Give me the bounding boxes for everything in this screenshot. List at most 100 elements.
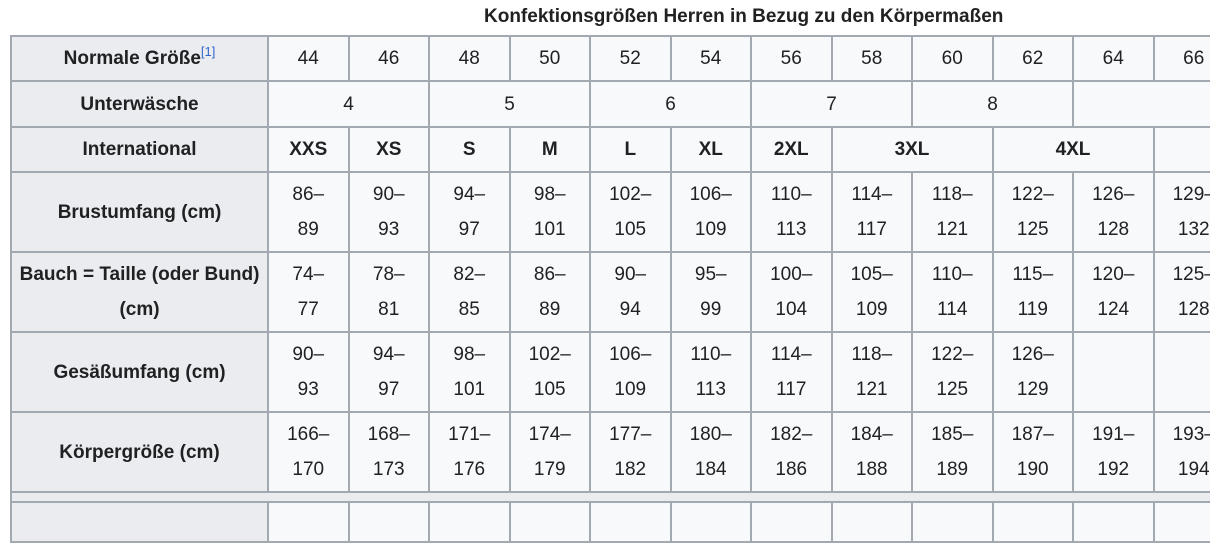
table-cell: 166–170 — [268, 412, 349, 492]
table-cell: 193–194 — [1154, 412, 1210, 492]
spacer-cell — [11, 492, 1210, 502]
table-cell: 126–128 — [1073, 172, 1154, 252]
table-cell — [832, 502, 913, 542]
table-cell: 126–129 — [993, 332, 1074, 412]
table-cell — [11, 502, 268, 542]
table-cell: 52 — [590, 36, 671, 81]
table-cell: 66 — [1154, 36, 1210, 81]
row-header-label: Normale Größe — [64, 48, 201, 69]
table-cell: 95–99 — [671, 252, 752, 332]
table-cell: 184–188 — [832, 412, 913, 492]
table-cell: 4XL — [993, 127, 1154, 172]
table-cell: 4 — [268, 81, 429, 127]
table-cell: 90–93 — [268, 332, 349, 412]
table-cell: 110–113 — [751, 172, 832, 252]
row-header: Brustumfang (cm) — [11, 172, 268, 252]
table-cell: 168–173 — [349, 412, 430, 492]
table-cell: 114–117 — [751, 332, 832, 412]
row-header-label: Brustumfang (cm) — [58, 202, 222, 223]
table-row — [11, 502, 1210, 542]
table-cell: 102–105 — [590, 172, 671, 252]
table-cell: 48 — [429, 36, 510, 81]
table-cell: 46 — [349, 36, 430, 81]
table-cell: 102–105 — [510, 332, 591, 412]
table-cell: 120–124 — [1073, 252, 1154, 332]
table-cell — [1154, 127, 1210, 172]
table-cell: 106–109 — [590, 332, 671, 412]
table-cell: 50 — [510, 36, 591, 81]
row-header-label: Unterwäsche — [80, 94, 198, 115]
table-cell — [1154, 502, 1210, 542]
table-cell: XL — [671, 127, 752, 172]
table-cell: 100–104 — [751, 252, 832, 332]
table-spacer-row — [11, 492, 1210, 502]
row-header-label: Gesäßumfang (cm) — [53, 362, 225, 383]
table-cell: 98–101 — [510, 172, 591, 252]
table-cell: 180–184 — [671, 412, 752, 492]
table-cell: M — [510, 127, 591, 172]
row-header: International — [11, 127, 268, 172]
table-cell: 182–186 — [751, 412, 832, 492]
row-header: Gesäßumfang (cm) — [11, 332, 268, 412]
table-cell: 64 — [1073, 36, 1154, 81]
table-cell: 174–179 — [510, 412, 591, 492]
row-header: Unterwäsche — [11, 81, 268, 127]
table-cell: 8 — [912, 81, 1073, 127]
table-cell: 98–101 — [429, 332, 510, 412]
table-cell — [993, 502, 1074, 542]
table-cell: 177–182 — [590, 412, 671, 492]
reference-link[interactable]: [1] — [201, 44, 215, 59]
table-cell: XS — [349, 127, 430, 172]
table-cell — [349, 502, 430, 542]
table-cell — [510, 502, 591, 542]
row-header: Körpergröße (cm) — [11, 412, 268, 492]
table-cell: 44 — [268, 36, 349, 81]
table-cell: 114–117 — [832, 172, 913, 252]
table-cell: 62 — [993, 36, 1074, 81]
table-cell: 122–125 — [993, 172, 1074, 252]
table-cell — [751, 502, 832, 542]
table-cell: 110–113 — [671, 332, 752, 412]
table-caption: Konfektionsgrößen Herren in Bezug zu den… — [484, 6, 1003, 28]
table-cell: 94–97 — [429, 172, 510, 252]
table-cell: 106–109 — [671, 172, 752, 252]
table-cell: 110–114 — [912, 252, 993, 332]
table-cell: 86–89 — [268, 172, 349, 252]
table-cell — [1073, 502, 1154, 542]
table-cell: 56 — [751, 36, 832, 81]
table-cell: 86–89 — [510, 252, 591, 332]
table-cell: 3XL — [832, 127, 993, 172]
table-cell: 54 — [671, 36, 752, 81]
table-cell: 115–119 — [993, 252, 1074, 332]
table-cell: S — [429, 127, 510, 172]
table-cell: 171–176 — [429, 412, 510, 492]
table-cell: 74–77 — [268, 252, 349, 332]
table-cell: 58 — [832, 36, 913, 81]
row-header: Bauch = Taille (oder Bund) (cm) — [11, 252, 268, 332]
table-cell: 90–93 — [349, 172, 430, 252]
row-header-label: Bauch = Taille (oder Bund) (cm) — [20, 264, 260, 320]
row-header-label: International — [82, 139, 196, 160]
table-cell — [1073, 332, 1154, 412]
table-cell: L — [590, 127, 671, 172]
row-header-label: Körpergröße (cm) — [59, 442, 219, 463]
table-cell: 6 — [590, 81, 751, 127]
table-cell: 78–81 — [349, 252, 430, 332]
table-cell — [1154, 332, 1210, 412]
table-cell: 2XL — [751, 127, 832, 172]
table-cell: 185–189 — [912, 412, 993, 492]
table-cell: 129–132 — [1154, 172, 1210, 252]
table-cell: 105–109 — [832, 252, 913, 332]
table-cell — [912, 502, 993, 542]
table-cell: 118–121 — [832, 332, 913, 412]
table-cell: 187–190 — [993, 412, 1074, 492]
table-cell: 90–94 — [590, 252, 671, 332]
table-cell: 94–97 — [349, 332, 430, 412]
